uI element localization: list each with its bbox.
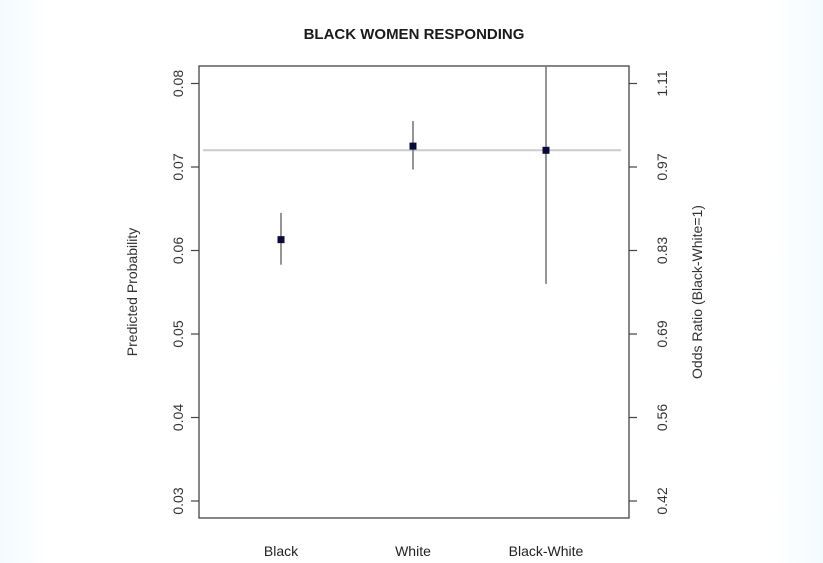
y-tick-label-right: 0.56: [654, 404, 670, 431]
chart-title: BLACK WOMEN RESPONDING: [304, 26, 525, 43]
data-point: [277, 236, 285, 244]
plot-frame: [198, 65, 630, 519]
y-tick-label-left: 0.05: [170, 320, 186, 347]
y-tick-label-right: 0.97: [654, 153, 670, 180]
x-category-label: Black: [264, 543, 299, 559]
y-axis-label-left: Predicted Probability: [124, 228, 140, 356]
y-tick-label-left: 0.04: [170, 404, 186, 431]
y-tick-label-left: 0.03: [170, 487, 186, 514]
y-tick-label-right: 1.11: [654, 70, 670, 96]
y-tick-label-left: 0.07: [170, 153, 186, 180]
y-tick-label-left: 0.06: [170, 237, 186, 264]
y-tick-label-left: 0.08: [170, 70, 186, 97]
y-tick-label-right: 0.69: [654, 320, 670, 347]
x-category-label: Black-White: [509, 543, 584, 559]
data-point: [409, 142, 417, 150]
y-tick-label-right: 0.42: [654, 487, 670, 514]
y-tick-label-right: 0.83: [654, 237, 670, 264]
x-category-label: White: [395, 543, 431, 559]
y-axis-label-right: Odds Ratio (Black-White=1): [689, 205, 705, 379]
plot-area: 0.03 0.04 0.05 0.06 0.07 0.08 0.42 0.56 0.69 0.83…: [170, 65, 670, 559]
data-point: [542, 146, 550, 154]
